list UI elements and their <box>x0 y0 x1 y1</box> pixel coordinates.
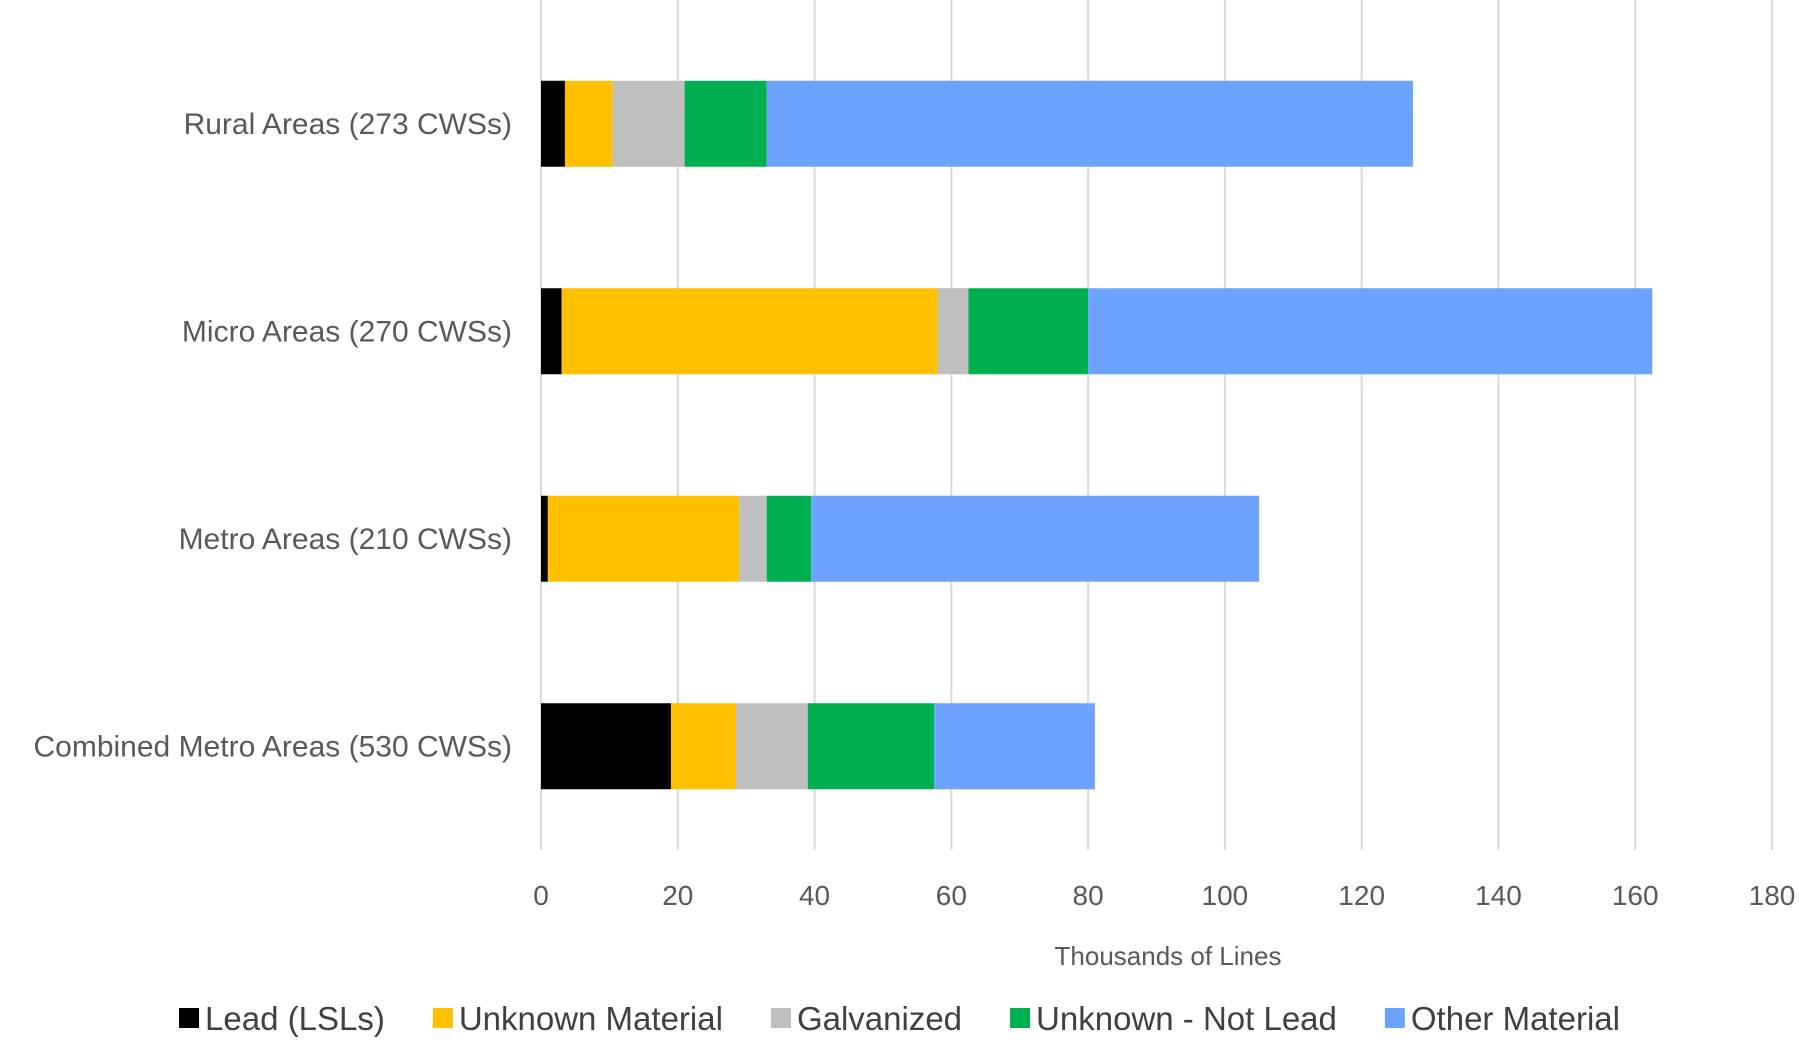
x-tick-label: 80 <box>1073 880 1104 911</box>
x-axis-title: Thousands of Lines <box>1055 941 1282 971</box>
legend: Lead (LSLs) Unknown Material Galvanized Unk… <box>179 1000 1620 1037</box>
legend-label: Unknown - Not Lead <box>1036 1000 1337 1037</box>
bar-segment <box>735 703 808 790</box>
bar-segment <box>541 495 548 582</box>
bar-segment <box>807 703 935 790</box>
legend-swatch <box>1384 1008 1405 1028</box>
legend-item: Other Material <box>1384 1000 1620 1037</box>
category-label: Combined Metro Areas (530 CWSs) <box>33 730 512 763</box>
x-tick-label: 0 <box>533 880 549 911</box>
bar-segment <box>1088 288 1653 375</box>
x-tick-label: 20 <box>662 880 693 911</box>
x-tick-labels: 0 20 40 60 80 100 120 140 160 180 <box>533 880 1795 911</box>
bar-segment <box>561 288 938 375</box>
legend-swatch <box>432 1008 453 1028</box>
bar-segment <box>612 80 685 167</box>
x-tick-label: 60 <box>936 880 967 911</box>
legend-label: Unknown Material <box>459 1000 723 1037</box>
bar-segment <box>934 703 1095 790</box>
bar-segment <box>541 703 671 790</box>
legend-label: Other Material <box>1411 1000 1620 1037</box>
bar-segment <box>739 495 767 582</box>
legend-item: Unknown - Not Lead <box>1010 1000 1337 1037</box>
category-labels: Rural Areas (273 CWSs) Micro Areas (270 C… <box>33 108 512 764</box>
bar-segment <box>670 703 736 790</box>
bar-segment <box>684 80 767 167</box>
legend-item: Lead (LSLs) <box>179 1000 385 1037</box>
x-tick-label: 180 <box>1749 880 1796 911</box>
legend-swatch <box>1010 1008 1031 1028</box>
x-tick-label: 160 <box>1612 880 1659 911</box>
category-label: Metro Areas (210 CWSs) <box>179 523 512 556</box>
legend-item: Galvanized <box>770 1000 962 1037</box>
bar-segment <box>811 495 1260 582</box>
bar-segment <box>564 80 613 167</box>
category-label: Rural Areas (273 CWSs) <box>184 108 512 141</box>
legend-label: Galvanized <box>797 1000 962 1037</box>
bar-segment <box>766 495 812 582</box>
bar-segment <box>541 288 562 375</box>
bar-segment <box>547 495 740 582</box>
x-tick-label: 40 <box>799 880 830 911</box>
bar-segment <box>968 288 1089 375</box>
category-label: Micro Areas (270 CWSs) <box>182 315 512 348</box>
bar-segment <box>937 288 969 375</box>
legend-item: Unknown Material <box>432 1000 723 1037</box>
legend-swatch <box>179 1008 200 1028</box>
bar-segment <box>766 80 1413 167</box>
x-tick-label: 120 <box>1338 880 1385 911</box>
x-tick-label: 100 <box>1202 880 1249 911</box>
legend-swatch <box>770 1008 791 1028</box>
legend-label: Lead (LSLs) <box>205 1000 385 1037</box>
x-tick-label: 140 <box>1475 880 1522 911</box>
bars <box>541 80 1653 790</box>
bar-segment <box>541 80 565 167</box>
